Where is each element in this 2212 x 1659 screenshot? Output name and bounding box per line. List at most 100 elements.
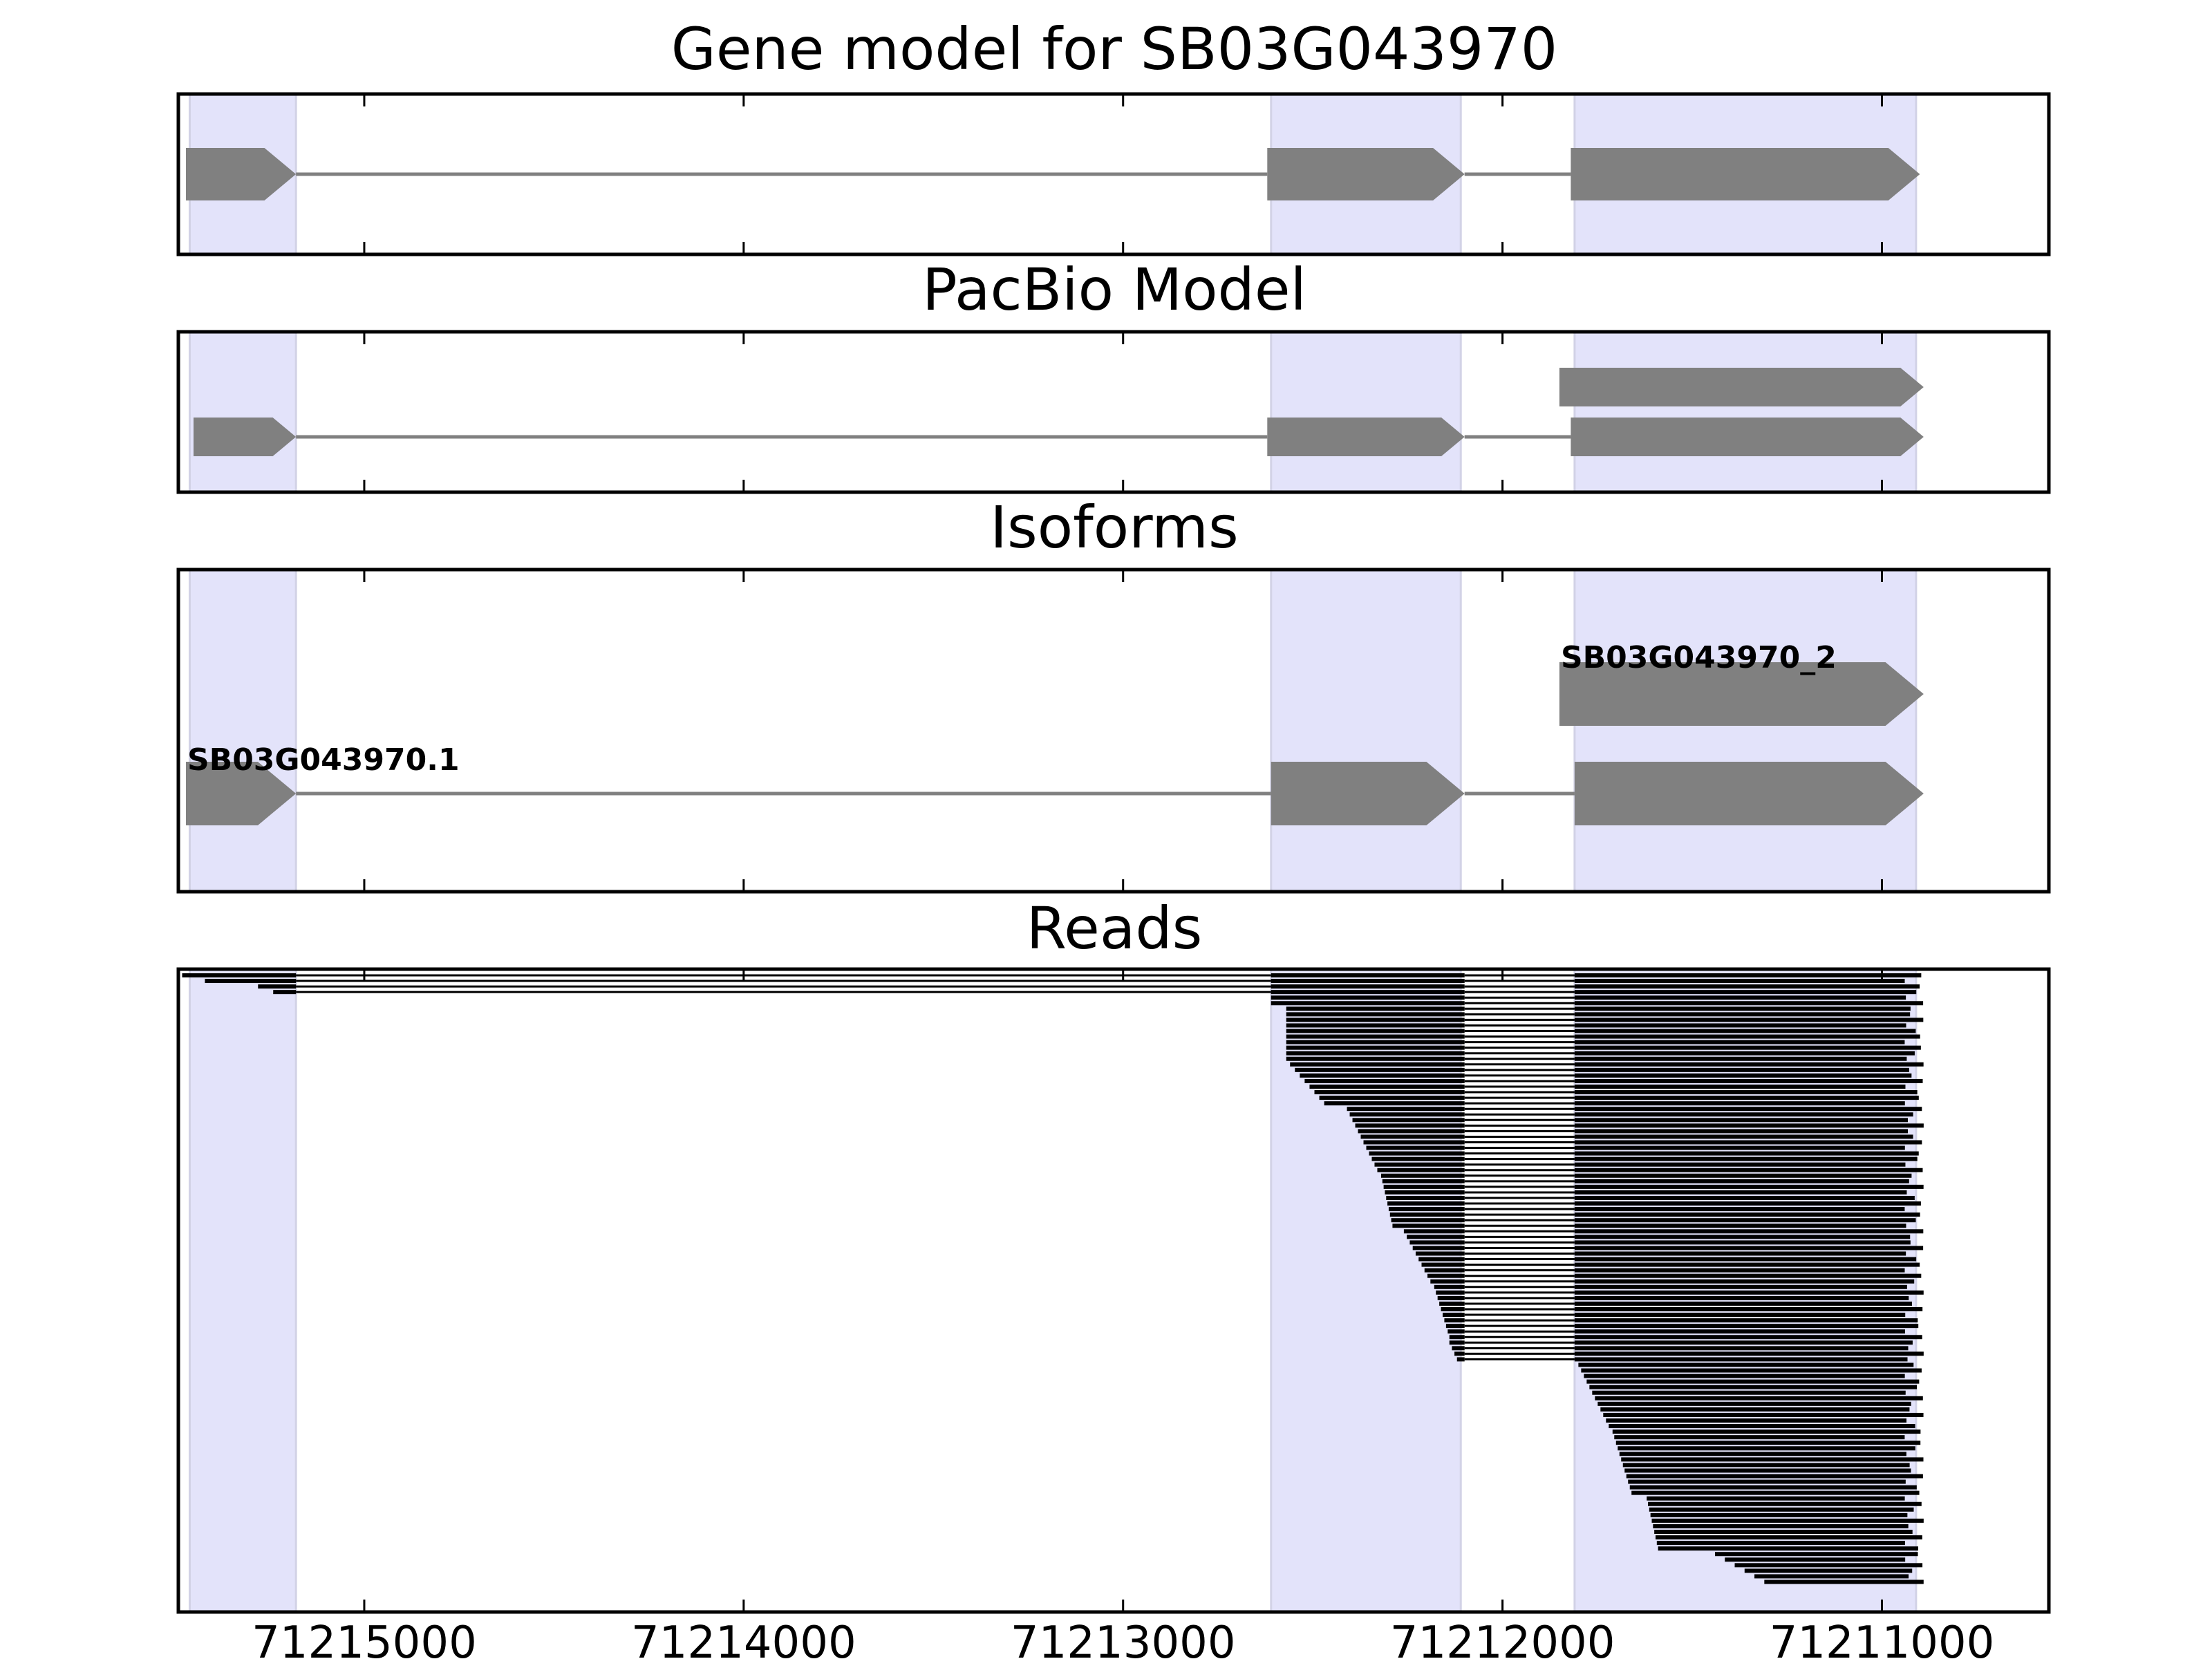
- read-64-exon3: [1574, 1324, 1919, 1329]
- isoforms-exon-1-1: [1559, 662, 1924, 726]
- read-42-exon2: [1387, 1201, 1465, 1206]
- read-42-exon3: [1574, 1201, 1921, 1206]
- read-39-exon3: [1574, 1184, 1924, 1189]
- read-55-exon2: [1427, 1273, 1465, 1278]
- isoform-label-2: SB03G043970.1: [187, 742, 460, 778]
- read-24-exon3: [1574, 1101, 1905, 1106]
- read-68-exon2: [1452, 1346, 1465, 1351]
- panel-frame-4: [176, 967, 2051, 1614]
- read-103-exon3: [1656, 1541, 1905, 1546]
- read-90-exon3: [1624, 1468, 1911, 1473]
- read-63-exon3: [1574, 1318, 1918, 1323]
- read-11-exon2: [1286, 1029, 1465, 1033]
- read-45-exon2: [1391, 1218, 1465, 1223]
- read-32-exon3: [1574, 1145, 1905, 1150]
- read-43-exon3: [1574, 1207, 1905, 1212]
- isoforms-exon-2-3: [1574, 762, 1924, 825]
- read-85-exon3: [1615, 1441, 1921, 1445]
- read-37-exon3: [1574, 1173, 1912, 1178]
- read-54-exon3: [1574, 1268, 1905, 1273]
- read-34-exon2: [1371, 1156, 1465, 1161]
- read-31-exon3: [1574, 1140, 1922, 1145]
- pacbio-model-exon-1-1: [1559, 368, 1924, 406]
- read-81-exon3: [1606, 1418, 1907, 1423]
- read-53-exon2: [1421, 1262, 1465, 1267]
- read-3-exon1: [258, 984, 297, 989]
- read-34-exon3: [1574, 1156, 1918, 1161]
- read-89-exon3: [1622, 1463, 1910, 1468]
- read-18-exon3: [1574, 1067, 1909, 1072]
- read-68-exon3: [1574, 1346, 1909, 1351]
- read-19-exon3: [1574, 1073, 1912, 1078]
- read-9-exon3: [1574, 1018, 1924, 1022]
- read-3-exon3: [1574, 984, 1920, 989]
- read-30-exon3: [1574, 1134, 1913, 1139]
- read-110-exon3: [1764, 1580, 1924, 1584]
- read-44-exon2: [1389, 1212, 1465, 1217]
- read-3-exon2: [1271, 984, 1465, 989]
- exon-band-2-2: [1270, 330, 1462, 494]
- read-62-exon3: [1574, 1313, 1906, 1318]
- read-47-exon3: [1574, 1229, 1924, 1234]
- read-10-exon2: [1286, 1023, 1465, 1028]
- panel-frame-3: [176, 568, 2051, 894]
- read-56-exon2: [1430, 1279, 1465, 1284]
- read-12-exon3: [1574, 1034, 1920, 1039]
- read-109-exon3: [1754, 1574, 1909, 1579]
- read-19-exon2: [1300, 1073, 1465, 1078]
- read-21-exon3: [1574, 1085, 1906, 1089]
- read-99-exon3: [1651, 1518, 1924, 1523]
- read-21-exon2: [1309, 1085, 1465, 1089]
- exon-band-2-1: [188, 330, 297, 494]
- read-95-exon3: [1647, 1496, 1905, 1501]
- exon-band-3-1: [188, 568, 297, 893]
- isoform-label-1: SB03G043970_2: [1561, 640, 1837, 675]
- read-40-exon2: [1385, 1190, 1465, 1194]
- read-7-exon3: [1574, 1006, 1911, 1011]
- read-12-exon2: [1286, 1034, 1465, 1039]
- read-66-exon2: [1449, 1335, 1465, 1340]
- read-18-exon2: [1295, 1067, 1465, 1072]
- read-84-exon3: [1614, 1435, 1905, 1440]
- read-14-exon2: [1286, 1045, 1465, 1050]
- read-59-exon2: [1437, 1295, 1465, 1300]
- read-61-exon3: [1574, 1307, 1923, 1311]
- read-5-exon3: [1574, 995, 1906, 1000]
- read-52-exon2: [1418, 1257, 1465, 1262]
- read-70-exon3: [1574, 1357, 1908, 1362]
- read-49-exon2: [1409, 1240, 1465, 1245]
- read-4-exon3: [1574, 990, 1917, 995]
- read-72-exon3: [1581, 1368, 1922, 1373]
- read-50-exon2: [1412, 1246, 1465, 1250]
- read-107-exon3: [1734, 1563, 1923, 1568]
- read-97-exon3: [1649, 1507, 1914, 1512]
- read-104-exon3: [1658, 1546, 1918, 1551]
- read-96-exon3: [1648, 1501, 1922, 1506]
- read-30-exon2: [1360, 1134, 1465, 1139]
- read-17-exon3: [1574, 1062, 1924, 1067]
- read-28-exon3: [1574, 1123, 1924, 1128]
- read-36-exon3: [1574, 1168, 1923, 1172]
- gene-model-exon-1-2: [1267, 148, 1465, 200]
- x-tick-label-3: 71213000: [1011, 1618, 1236, 1659]
- read-79-exon3: [1600, 1407, 1910, 1412]
- gene-model-exon-1-3: [1571, 148, 1920, 200]
- x-tick-label-4: 71212000: [1390, 1618, 1615, 1659]
- exon-band-4-1: [188, 968, 297, 1613]
- isoforms-exon-2-1: [185, 762, 297, 825]
- read-51-exon3: [1574, 1251, 1906, 1256]
- read-56-exon3: [1574, 1279, 1915, 1284]
- read-100-exon3: [1653, 1524, 1909, 1528]
- read-58-exon3: [1574, 1290, 1924, 1295]
- read-15-exon3: [1574, 1051, 1915, 1056]
- read-40-exon3: [1574, 1190, 1907, 1194]
- read-35-exon2: [1374, 1162, 1465, 1167]
- read-13-exon3: [1574, 1040, 1905, 1044]
- read-44-exon3: [1574, 1212, 1920, 1217]
- read-1-exon2: [1271, 973, 1465, 977]
- read-71-exon3: [1578, 1362, 1914, 1367]
- read-94-exon3: [1631, 1490, 1920, 1495]
- read-35-exon3: [1574, 1162, 1906, 1167]
- read-78-exon3: [1597, 1401, 1911, 1406]
- reads-title: Reads: [1027, 894, 1203, 962]
